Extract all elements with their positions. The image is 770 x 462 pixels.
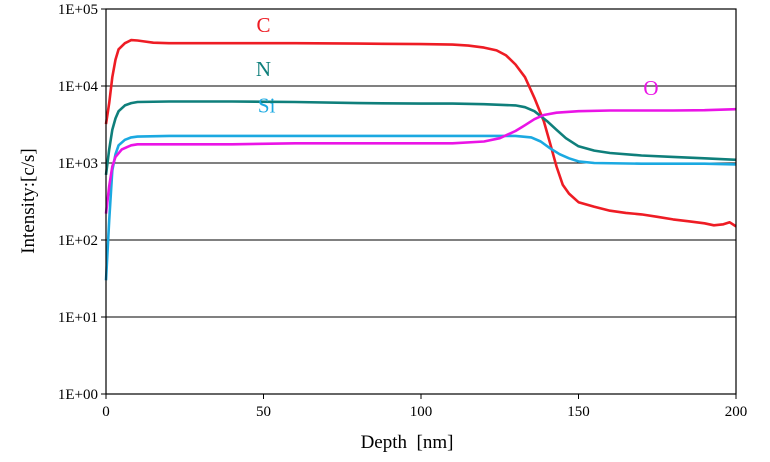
y-axis-title: Intensity:[c/s] (18, 148, 39, 254)
axis-ticks: 1E+00 1E+01 1E+02 1E+03 1E+04 1E+05 0 50 100 150 2… (58, 2, 747, 420)
x-tick-label: 50 (256, 404, 271, 420)
x-tick-label: 0 (102, 404, 110, 420)
y-tick-label: 1E+01 (58, 310, 98, 326)
series-line-c (104, 38, 737, 228)
series-labels: CN Si O (256, 13, 659, 118)
series-line-o (104, 107, 737, 214)
grid-lines (106, 85, 736, 318)
x-tick-label: 100 (410, 404, 433, 420)
series-label-o: O (643, 76, 658, 100)
x-tick-label: 200 (725, 404, 748, 420)
series-label-n: N (256, 57, 271, 81)
series-line-si (104, 134, 737, 281)
series-label-si: Si (258, 94, 276, 118)
series-line-n (104, 100, 737, 176)
y-tick-label: 1E+02 (58, 233, 98, 249)
x-tick-label: 150 (567, 404, 590, 420)
series-label-c: C (256, 13, 270, 37)
y-tick-label: 1E+05 (58, 2, 98, 18)
y-tick-label: 1E+03 (58, 156, 98, 172)
x-axis-title: Depth [nm] (361, 432, 454, 453)
series-lines (104, 38, 737, 281)
y-tick-label: 1E+00 (58, 387, 98, 403)
y-tick-label: 1E+04 (58, 79, 99, 95)
